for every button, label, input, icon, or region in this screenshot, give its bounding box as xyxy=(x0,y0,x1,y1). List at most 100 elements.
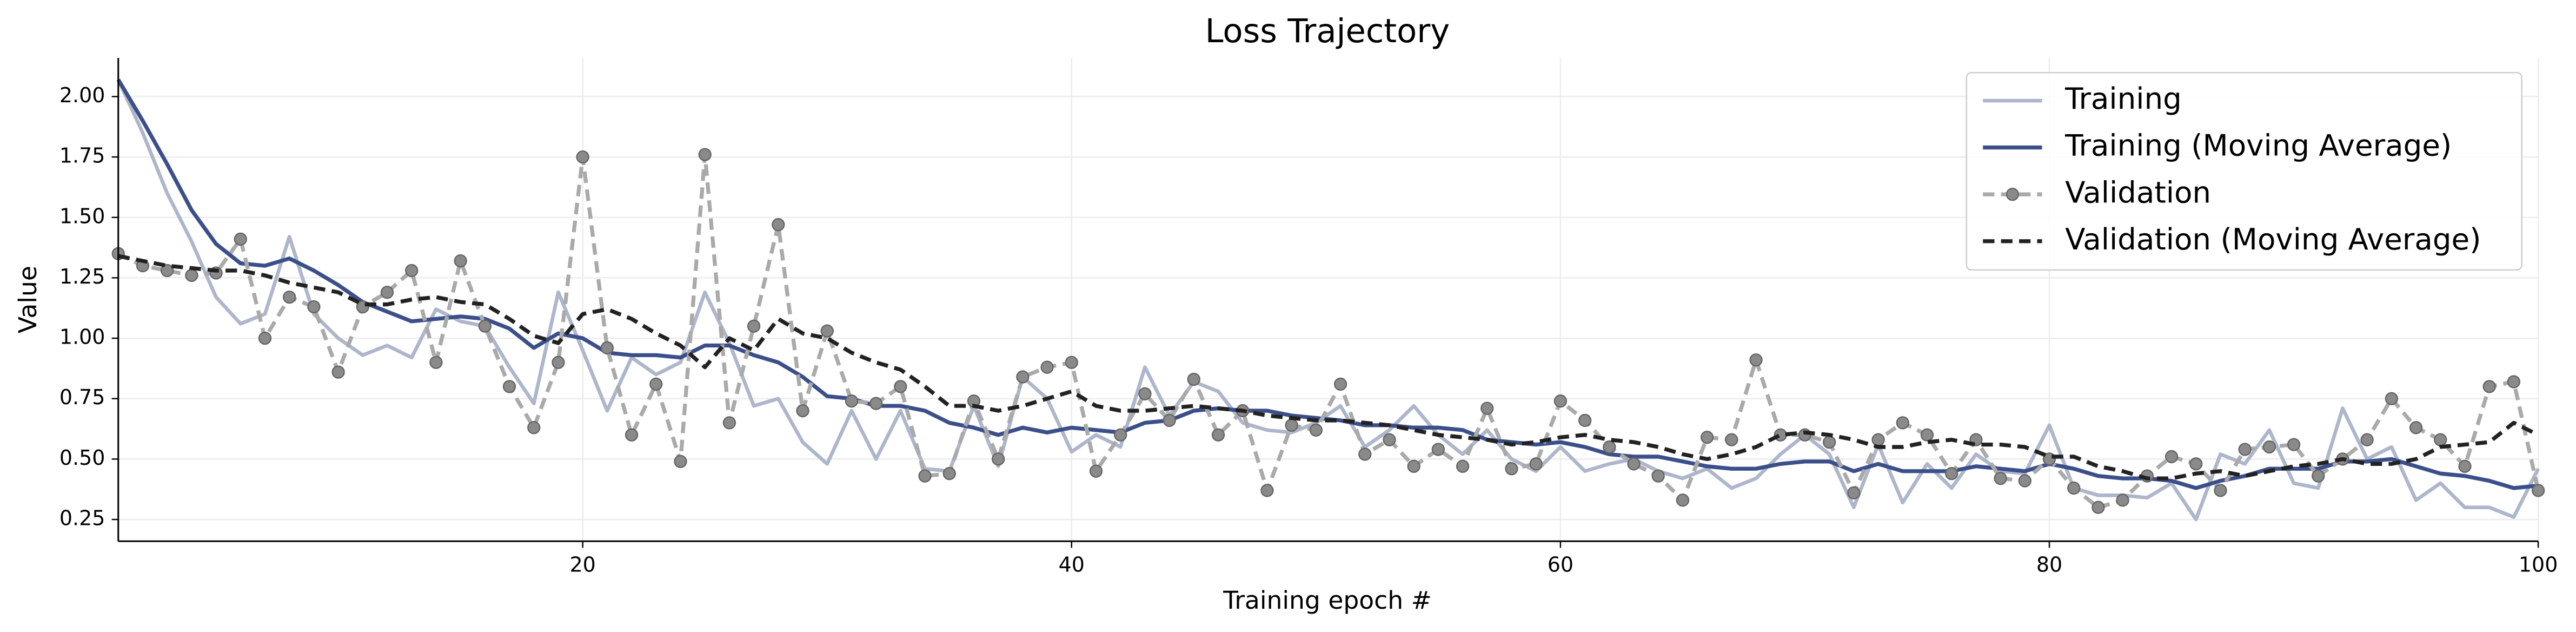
data-point xyxy=(1065,356,1078,369)
data-point xyxy=(1553,394,1568,408)
data-point xyxy=(1163,413,1176,427)
data-point xyxy=(722,416,736,430)
chart-title: Loss Trajectory xyxy=(1205,12,1450,50)
data-point xyxy=(918,469,932,483)
data-point xyxy=(1358,447,1372,461)
y-axis-label: Value xyxy=(14,266,42,333)
data-point xyxy=(649,377,663,391)
data-point xyxy=(2165,450,2179,464)
data-point xyxy=(161,264,174,278)
data-point xyxy=(2238,443,2252,456)
data-point xyxy=(2312,469,2325,483)
data-point xyxy=(772,218,785,232)
data-point xyxy=(1749,353,1763,367)
data-point xyxy=(1260,484,1274,497)
data-point xyxy=(1994,471,2007,485)
data-point xyxy=(625,428,639,442)
data-point xyxy=(747,319,761,333)
data-point xyxy=(1725,433,1738,446)
data-point xyxy=(674,455,687,469)
data-point xyxy=(527,421,541,435)
data-point xyxy=(1676,493,1690,507)
data-point xyxy=(1627,457,1641,471)
data-point xyxy=(2092,501,2105,514)
data-point xyxy=(1187,372,1200,386)
y-tick-label: 1.75 xyxy=(59,144,105,168)
series-line xyxy=(117,152,2540,510)
data-point xyxy=(1456,459,1470,473)
data-point xyxy=(2214,484,2227,497)
data-point xyxy=(942,467,956,480)
y-tick-label: 2.00 xyxy=(59,83,105,107)
data-point xyxy=(2189,457,2203,471)
data-point xyxy=(2482,380,2496,393)
data-point xyxy=(1651,469,1665,483)
data-point xyxy=(1823,435,1836,449)
y-tick-label: 1.50 xyxy=(59,204,105,228)
data-point xyxy=(2507,375,2521,389)
y-tick-label: 0.25 xyxy=(59,506,105,530)
data-point xyxy=(1871,433,1885,446)
data-point xyxy=(380,286,394,299)
data-point xyxy=(1847,486,1861,500)
data-point xyxy=(307,300,321,314)
data-point xyxy=(2116,493,2129,507)
y-tick-label: 1.25 xyxy=(59,265,105,288)
data-point xyxy=(1480,401,1494,415)
data-point xyxy=(796,404,809,418)
data-point xyxy=(1505,462,1518,476)
y-tick-label: 0.75 xyxy=(59,385,105,409)
data-point xyxy=(429,356,443,369)
data-point xyxy=(2458,459,2472,473)
legend-label: Training xyxy=(2064,81,2182,116)
data-point xyxy=(331,365,345,379)
legend-box xyxy=(1966,72,2522,271)
data-point xyxy=(1285,418,1298,432)
data-point xyxy=(478,319,492,333)
data-point xyxy=(1138,387,1152,400)
data-point xyxy=(2262,440,2276,454)
data-point xyxy=(1920,428,1934,442)
data-point xyxy=(1603,440,1616,454)
data-point xyxy=(1896,416,1909,430)
series-line xyxy=(118,254,2539,480)
data-point xyxy=(698,148,712,161)
data-point xyxy=(894,380,907,393)
data-point xyxy=(845,394,859,408)
data-point xyxy=(1309,423,1323,437)
data-point xyxy=(1333,377,1347,391)
data-point xyxy=(600,341,614,355)
x-tick-label: 20 xyxy=(569,552,595,576)
data-point xyxy=(2434,433,2447,446)
data-point xyxy=(2360,433,2374,446)
data-point xyxy=(576,150,589,164)
data-point xyxy=(2018,474,2031,488)
data-point xyxy=(1578,413,1592,427)
data-point xyxy=(405,264,419,278)
legend-label: Training (Moving Average) xyxy=(2064,128,2452,163)
data-point xyxy=(2287,438,2301,451)
x-tick-label: 60 xyxy=(1548,552,1574,576)
data-point xyxy=(234,232,247,246)
data-point xyxy=(1431,443,1445,456)
x-tick-label: 40 xyxy=(1059,552,1085,576)
x-tick-label: 100 xyxy=(2519,552,2558,576)
y-tick-label: 0.50 xyxy=(59,446,105,470)
data-point xyxy=(1700,431,1714,444)
x-tick-label: 80 xyxy=(2036,552,2062,576)
data-point xyxy=(2385,392,2399,405)
data-point xyxy=(1529,457,1543,471)
plot-area xyxy=(111,78,2545,522)
x-axis-label: Training epoch # xyxy=(1223,586,1432,615)
data-point xyxy=(1016,370,1030,384)
legend-marker xyxy=(2006,188,2020,201)
y-tick-label: 1.00 xyxy=(59,325,105,349)
data-point xyxy=(869,397,883,410)
data-point xyxy=(454,254,467,268)
data-point xyxy=(283,290,296,304)
legend-label: Validation (Moving Average) xyxy=(2065,222,2481,256)
data-point xyxy=(502,380,516,393)
legend: Training Training (Moving Average) Validat… xyxy=(1966,72,2522,271)
data-point xyxy=(1114,428,1127,442)
data-point xyxy=(552,356,565,369)
